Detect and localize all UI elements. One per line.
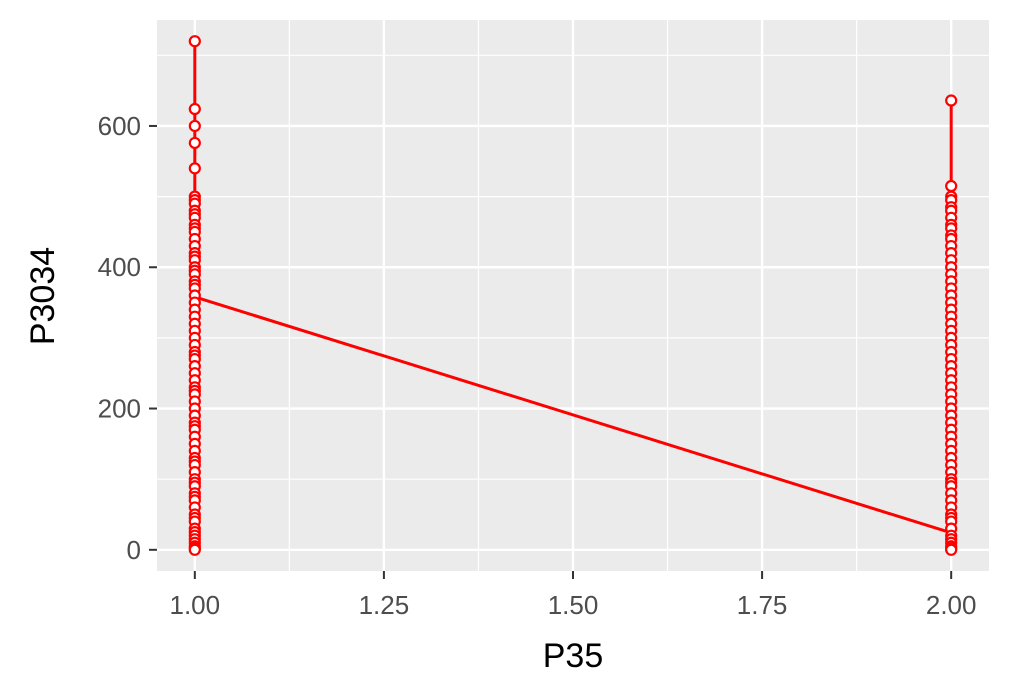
x-tick-label: 1.25 <box>359 590 410 620</box>
y-tick-label: 600 <box>98 111 141 141</box>
x-tick-label: 1.00 <box>170 590 221 620</box>
y-tick-label: 400 <box>98 252 141 282</box>
x-tick-label: 2.00 <box>926 590 977 620</box>
series-layer <box>188 35 958 556</box>
x-axis: 1.00 1.25 1.50 1.75 2.00 <box>170 571 977 620</box>
data-point <box>945 179 958 193</box>
y-tick-label: 200 <box>98 394 141 424</box>
data-point <box>188 35 201 48</box>
data-point <box>188 119 201 133</box>
data-point <box>188 102 201 116</box>
data-point <box>945 94 958 107</box>
data-point <box>188 136 201 150</box>
y-axis-title: P3034 <box>24 247 62 345</box>
y-tick-label: 0 <box>127 535 141 565</box>
data-point <box>188 162 201 175</box>
x-tick-label: 1.50 <box>548 590 599 620</box>
x-axis-title: P35 <box>543 637 604 675</box>
series-connecting-line <box>194 295 952 535</box>
data-point <box>945 543 958 556</box>
x-tick-label: 1.75 <box>737 590 788 620</box>
y-axis: 0 200 400 600 <box>98 111 157 565</box>
data-point <box>188 543 201 556</box>
